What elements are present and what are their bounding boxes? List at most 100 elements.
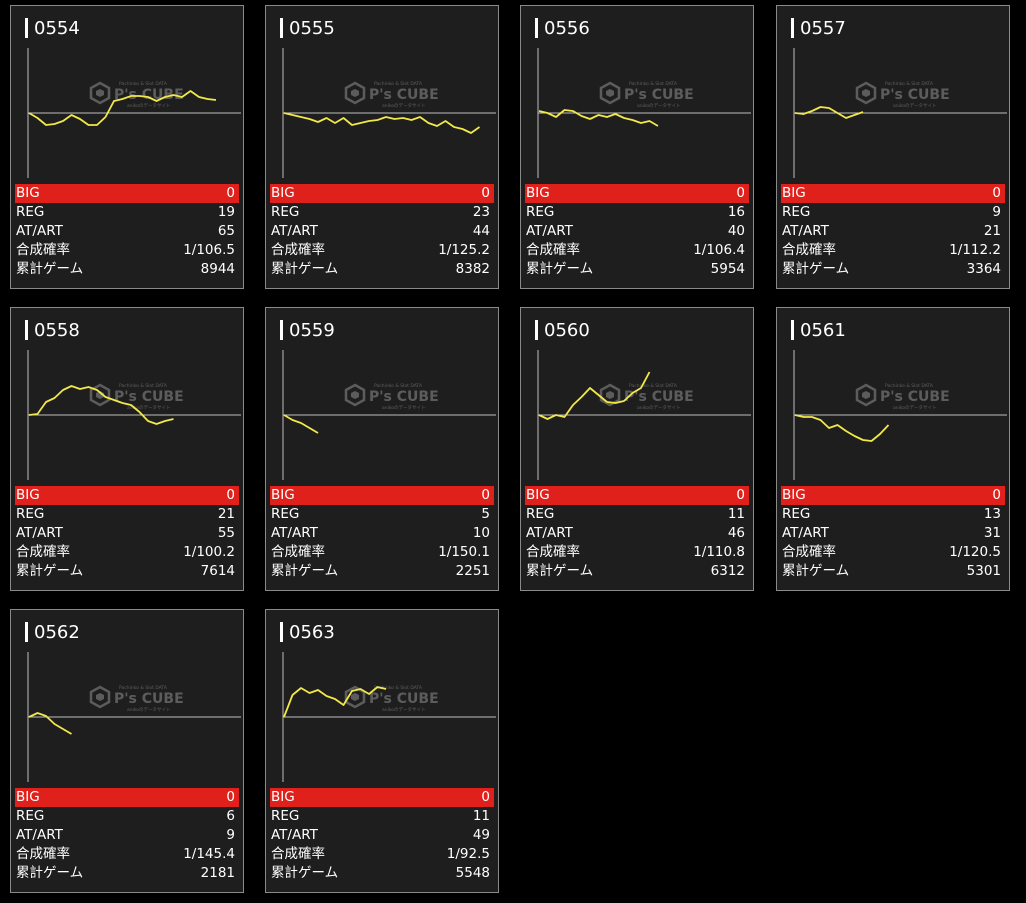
row-prob: 合成確率 1/100.2 xyxy=(15,543,239,562)
stats-table: BIG 0 REG 16 AT/ART 40 合成確率 1/106.4 累計ゲーム 5954 xyxy=(525,184,749,279)
row-atart: AT/ART 55 xyxy=(15,524,239,543)
row-games: 累計ゲーム 2181 xyxy=(15,864,239,883)
machine-card-0558[interactable]: 0558 P's CUBE Pachinko & Slot DATA anikoのデー… xyxy=(10,307,244,591)
watermark-bottom-text: anikoのデータサイト xyxy=(127,706,171,713)
stat-label: AT/ART xyxy=(16,223,63,239)
stat-value: 0 xyxy=(481,789,490,805)
cube-core-icon xyxy=(862,89,870,97)
payout-line xyxy=(28,385,174,425)
stat-value: 0 xyxy=(226,789,235,805)
stat-label: BIG xyxy=(271,487,295,503)
stat-label: 合成確率 xyxy=(16,544,70,560)
stat-label: 累計ゲーム xyxy=(526,261,594,277)
row-big: BIG 0 xyxy=(270,788,494,807)
stat-value: 9 xyxy=(226,827,235,843)
machine-card-0555[interactable]: 0555 P's CUBE Pachinko & Slot DATA anikoのデー… xyxy=(265,5,499,289)
stat-value: 3364 xyxy=(966,261,1001,277)
stat-value: 8382 xyxy=(455,261,490,277)
machine-number: 0562 xyxy=(34,622,80,643)
stat-label: BIG xyxy=(16,185,40,201)
machine-card-0554[interactable]: 0554 P's CUBE Pachinko & Slot DATA anikoのデー… xyxy=(10,5,244,289)
stat-value: 1/120.5 xyxy=(949,544,1001,560)
stat-value: 5954 xyxy=(710,261,745,277)
row-games: 累計ゲーム 5301 xyxy=(781,562,1005,581)
row-prob: 合成確率 1/106.4 xyxy=(525,241,749,260)
stats-table: BIG 0 REG 19 AT/ART 65 合成確率 1/106.5 累計ゲーム 8944 xyxy=(15,184,239,279)
row-big: BIG 0 xyxy=(781,184,1005,203)
machine-card-0556[interactable]: 0556 P's CUBE Pachinko & Slot DATA anikoのデー… xyxy=(520,5,754,289)
watermark-top-text: Pachinko & Slot DATA xyxy=(119,81,168,87)
stat-value: 10 xyxy=(472,525,490,541)
title-accent-bar xyxy=(535,18,538,38)
stat-label: 累計ゲーム xyxy=(16,563,84,579)
stat-label: 累計ゲーム xyxy=(782,261,850,277)
cube-core-icon xyxy=(351,693,359,701)
stat-label: AT/ART xyxy=(271,223,318,239)
cube-icon xyxy=(599,383,621,407)
title-accent-bar xyxy=(791,320,794,340)
row-reg: REG 11 xyxy=(270,807,494,826)
machine-card-0559[interactable]: 0559 P's CUBE Pachinko & Slot DATA anikoのデー… xyxy=(265,307,499,591)
machine-card-0563[interactable]: 0563 P's CUBE Pachinko & Slot DATA anikoのデー… xyxy=(265,609,499,893)
stat-value: 1/125.2 xyxy=(438,242,490,258)
machine-card-0562[interactable]: 0562 P's CUBE Pachinko & Slot DATA anikoのデー… xyxy=(10,609,244,893)
stat-value: 55 xyxy=(217,525,235,541)
cube-icon xyxy=(344,81,366,105)
stat-value: 7614 xyxy=(200,563,235,579)
row-games: 累計ゲーム 5954 xyxy=(525,260,749,279)
stat-label: AT/ART xyxy=(782,525,829,541)
stat-label: REG xyxy=(16,808,45,824)
title-accent-bar xyxy=(25,320,28,340)
row-atart: AT/ART 31 xyxy=(781,524,1005,543)
machine-card-0561[interactable]: 0561 P's CUBE Pachinko & Slot DATA anikoのデー… xyxy=(776,307,1010,591)
stat-label: 累計ゲーム xyxy=(271,563,339,579)
title-accent-bar xyxy=(535,320,538,340)
stat-label: 累計ゲーム xyxy=(782,563,850,579)
stat-label: AT/ART xyxy=(526,525,573,541)
payout-line xyxy=(538,109,659,127)
row-atart: AT/ART 46 xyxy=(525,524,749,543)
stat-label: BIG xyxy=(16,789,40,805)
stats-table: BIG 0 REG 5 AT/ART 10 合成確率 1/150.1 累計ゲーム 2251 xyxy=(270,486,494,581)
cube-icon xyxy=(89,383,111,407)
stat-value: 0 xyxy=(736,487,745,503)
row-games: 累計ゲーム 8944 xyxy=(15,260,239,279)
cube-icon xyxy=(599,81,621,105)
row-reg: REG 13 xyxy=(781,505,1005,524)
machine-card-0560[interactable]: 0560 P's CUBE Pachinko & Slot DATA anikoのデー… xyxy=(520,307,754,591)
cube-icon xyxy=(89,81,111,105)
watermark-top-text: Pachinko & Slot DATA xyxy=(374,81,423,87)
stat-label: REG xyxy=(526,204,555,220)
row-games: 累計ゲーム 2251 xyxy=(270,562,494,581)
stat-value: 21 xyxy=(983,223,1001,239)
watermark-top-text: Pachinko & Slot DATA xyxy=(119,383,168,389)
watermark-brand: P's CUBE xyxy=(114,389,184,405)
stat-label: REG xyxy=(271,808,300,824)
stat-label: REG xyxy=(16,204,45,220)
row-prob: 合成確率 1/110.8 xyxy=(525,543,749,562)
stat-value: 11 xyxy=(472,808,490,824)
row-reg: REG 21 xyxy=(15,505,239,524)
watermark-bottom-text: anikoのデータサイト xyxy=(382,102,426,109)
machine-card-0557[interactable]: 0557 P's CUBE Pachinko & Slot DATA anikoのデー… xyxy=(776,5,1010,289)
stat-value: 1/92.5 xyxy=(446,846,490,862)
row-atart: AT/ART 10 xyxy=(270,524,494,543)
cube-core-icon xyxy=(862,391,870,399)
watermark-bottom-text: anikoのデータサイト xyxy=(382,404,426,411)
stats-table: BIG 0 REG 23 AT/ART 44 合成確率 1/125.2 累計ゲーム 8382 xyxy=(270,184,494,279)
row-reg: REG 11 xyxy=(525,505,749,524)
machine-number: 0560 xyxy=(544,320,590,341)
stat-label: 合成確率 xyxy=(782,242,836,258)
stat-value: 6312 xyxy=(710,563,745,579)
